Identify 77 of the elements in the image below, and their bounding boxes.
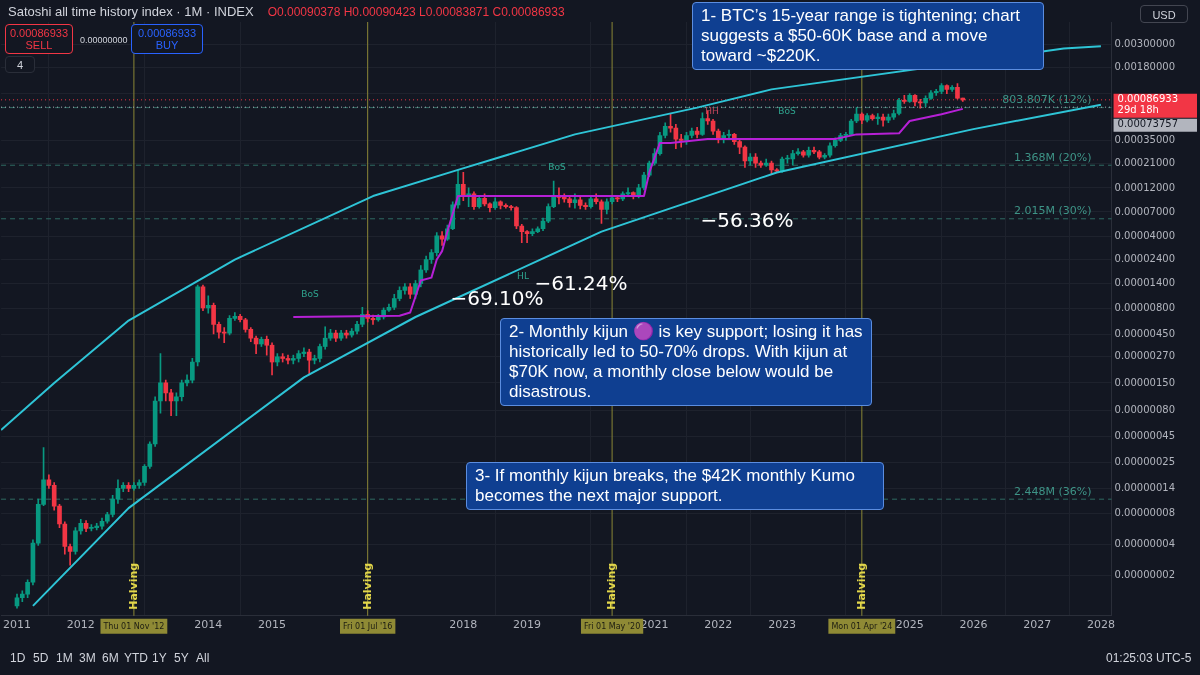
chart-title: Satoshi all time history index · 1M · INDEX: [8, 4, 254, 19]
text: Fri 01 Jul '16: [342, 621, 393, 631]
y-tick-label: 0.00000008: [1114, 506, 1176, 518]
x-tick-label: 2014: [194, 618, 223, 632]
sell-button: 0.00086933 SELL: [5, 24, 73, 54]
annotation: 0.00086933: [8, 27, 70, 39]
annotation: BoS: [548, 162, 566, 173]
text: 01:25:03 UTC-5: [1106, 651, 1192, 665]
ref-line-label: Halving: [126, 562, 140, 610]
annotation: 0.00086933: [136, 27, 198, 39]
y-tick-label: 0.00007000: [1114, 205, 1176, 217]
y-tick-label: 0.00000150: [1114, 376, 1176, 388]
ref-line-label: 2.015M (30%): [1014, 204, 1092, 218]
text: 5Y: [174, 651, 189, 665]
text: Mon 01 Apr '24: [831, 621, 893, 631]
y-tick-label: 0.00180000: [1114, 61, 1176, 73]
text: Fri 01 May '20: [583, 621, 641, 631]
chart-subtitle: O0.00090378 H0.00090423 L0.00083871 C0.00086933: [267, 5, 565, 19]
text: 5D: [33, 651, 49, 665]
ref-line-label: 0.00086933: [1117, 93, 1179, 105]
text: All: [196, 651, 210, 665]
ref-line-label: Halving: [604, 562, 618, 610]
y-tick-label: 0.00300000: [1114, 38, 1176, 50]
currency-button: USD: [1140, 5, 1188, 23]
text: 1M: [56, 651, 73, 665]
y-tick-label: 0.00021000: [1114, 156, 1176, 168]
annotation: 1- BTC’s 15-year range is tightening; chart suggests a $50-60K base and a move toward ~$220K.: [692, 2, 1044, 70]
y-tick-label: 0.00001400: [1114, 277, 1176, 289]
ref-line-label: 2.448M (36%): [1014, 484, 1092, 498]
ref-line-label: 1.368M (20%): [1014, 150, 1092, 164]
y-tick-label: 0.00000004: [1114, 537, 1176, 549]
y-tick-label: 0.00000014: [1114, 482, 1176, 494]
ref-line-label: 0.00073757: [1117, 118, 1179, 130]
text: 1D: [10, 651, 26, 665]
y-tick-label: 0.00004000: [1114, 230, 1176, 242]
ref-line-label: Halving: [854, 562, 868, 610]
y-tick-label: 0.00000045: [1114, 430, 1176, 442]
y-tick-label: 0.00012000: [1114, 181, 1176, 193]
y-tick-label: 0.00002400: [1114, 253, 1176, 265]
y-tick-label: 0.00000025: [1114, 456, 1176, 468]
text: 29d 18h: [1117, 104, 1159, 116]
dropdown-button: 4: [5, 56, 35, 73]
annotation: 3- If monthly kijun breaks, the $42K monthly Kumo becomes the next major support.: [466, 462, 884, 510]
annotation: 0.00000000: [80, 34, 128, 47]
annotation: HL: [517, 271, 529, 282]
buy-button: 0.00086933 BUY: [131, 24, 203, 54]
x-tick-label: 2028: [1086, 618, 1115, 632]
x-tick-label: 2023: [768, 618, 797, 632]
text: 6M: [102, 651, 119, 665]
text: Thu 01 Nov '12: [102, 621, 165, 631]
y-tick-label: 0.00035000: [1114, 133, 1176, 145]
x-tick-label: 2025: [895, 618, 924, 632]
y-tick-label: 0.00000800: [1114, 302, 1176, 314]
annotation: 2- Monthly kijun 🟣 is key support; losing it has historically led to 50-70% drops. With kijun at $70K now, a monthly close below would be disastrous.: [500, 318, 872, 406]
annotation: SELL: [24, 39, 54, 51]
x-tick-label: 2026: [959, 618, 988, 632]
annotation: BoS: [778, 106, 796, 117]
x-tick-label: 2011: [3, 618, 31, 632]
x-tick-label: 2018: [449, 618, 478, 632]
y-tick-label: 0.00000002: [1114, 568, 1176, 580]
x-tick-label: 2022: [704, 618, 733, 632]
annotation: BoS: [301, 289, 319, 300]
x-tick-label: 2012: [66, 618, 95, 632]
annotation: BUY: [154, 39, 180, 51]
y-tick-label: 0.00000270: [1114, 350, 1176, 362]
x-tick-label: 2027: [1023, 618, 1052, 632]
ref-line-label: 803.807K (12%): [1002, 92, 1092, 106]
y-tick-label: 0.00000450: [1114, 327, 1176, 339]
ref-line-label: Halving: [360, 562, 374, 610]
text: 1Y: [152, 651, 167, 665]
text: 3M: [79, 651, 96, 665]
x-tick-label: 2015: [258, 618, 287, 632]
annotation: −56.36%: [700, 208, 794, 233]
text: YTD: [124, 651, 148, 665]
x-tick-label: 2019: [513, 618, 542, 632]
y-tick-label: 0.00000080: [1114, 404, 1176, 416]
annotation: HH: [705, 106, 719, 117]
